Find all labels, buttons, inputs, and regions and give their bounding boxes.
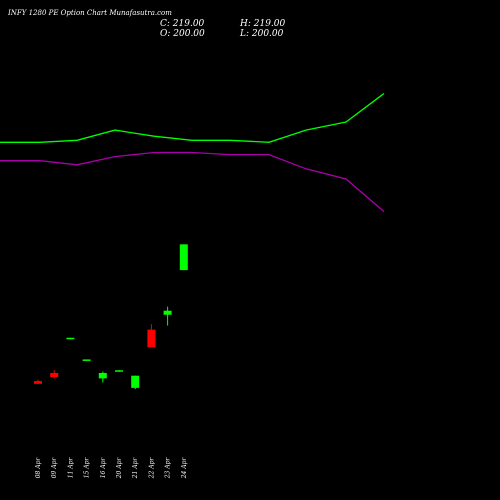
candle-body: [50, 372, 59, 378]
candle-body: [131, 375, 140, 388]
x-tick-label: 15 Apr: [84, 457, 91, 479]
x-tick-label: 23 Apr: [165, 457, 172, 480]
x-tick-label: 21 Apr: [132, 457, 139, 480]
candle-body: [163, 310, 172, 315]
low-value: L: 200.00: [240, 29, 284, 39]
x-tick-label: 16 Apr: [100, 457, 107, 479]
candle-body: [98, 372, 107, 379]
close-value: C: 219.00: [160, 19, 205, 29]
x-tick-label: 24 Apr: [181, 457, 188, 480]
open-value: O: 200.00: [160, 29, 205, 39]
candle-body: [115, 370, 123, 372]
overlay-line-2: [0, 151, 385, 213]
x-tick-label: 20 Apr: [116, 457, 123, 480]
x-tick-label: 08 Apr: [35, 457, 42, 479]
x-tick-label: 09 Apr: [51, 457, 58, 479]
chart-title: INFY 1280 PE Option Chart Munafasutra.co…: [8, 9, 172, 17]
candle-body: [34, 381, 42, 384]
candle-body: [147, 329, 156, 348]
overlay-line-1: [0, 92, 385, 143]
high-value: H: 219.00: [240, 19, 286, 29]
x-tick-label: 22 Apr: [148, 457, 155, 480]
candle-body: [66, 337, 75, 340]
candle-body: [179, 244, 188, 271]
candle-body: [82, 359, 91, 361]
x-tick-label: 11 Apr: [67, 457, 74, 479]
